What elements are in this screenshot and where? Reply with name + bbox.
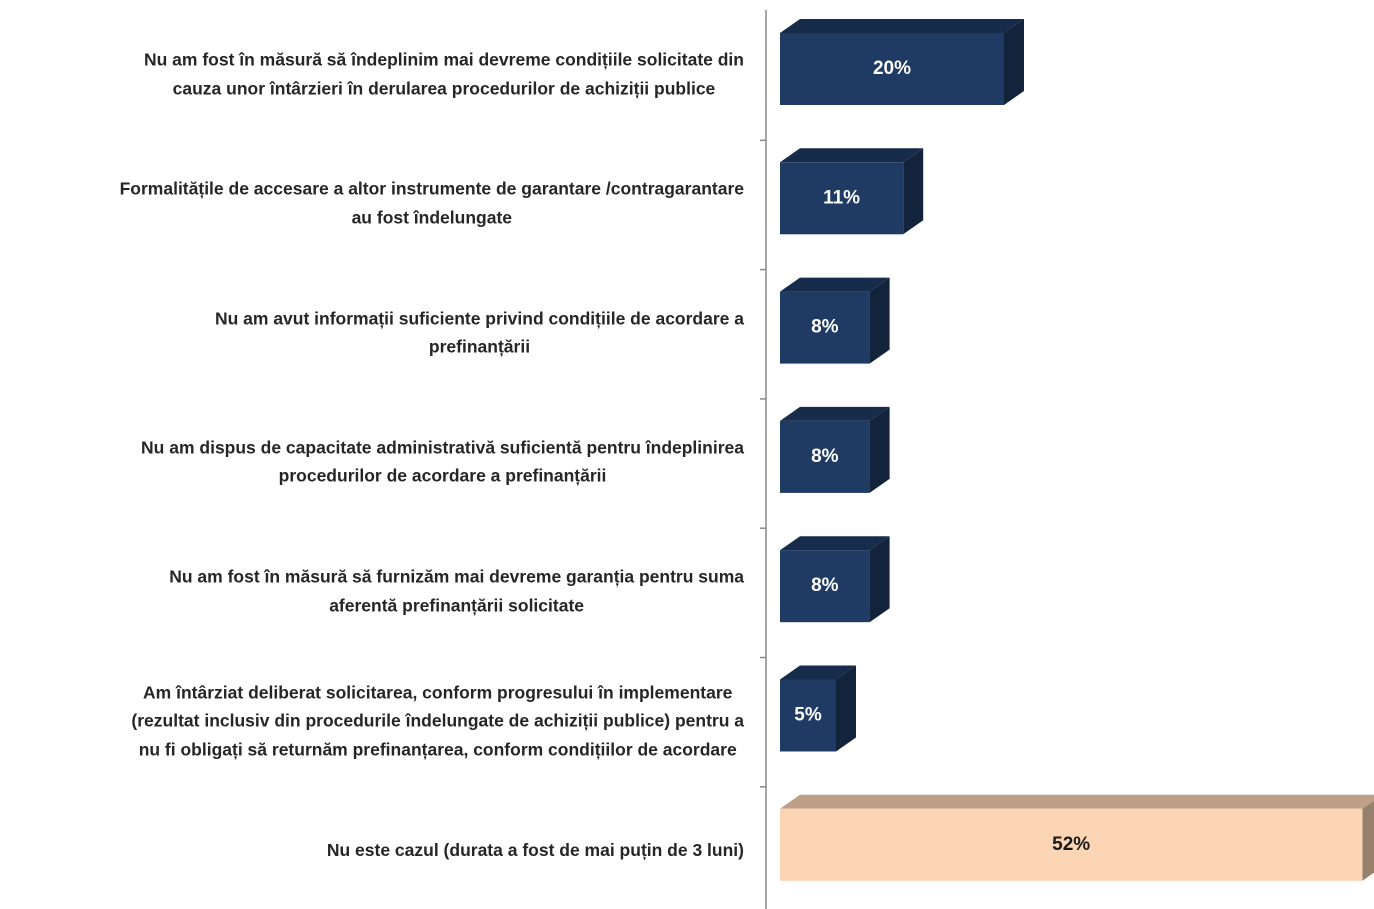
bar-side xyxy=(869,277,890,364)
value-label: 8% xyxy=(811,575,839,596)
value-label: 52% xyxy=(1052,834,1090,855)
bar-top xyxy=(780,148,924,163)
value-label: 8% xyxy=(811,317,839,338)
category-label-line: Nu am fost în măsură să furnizăm mai dev… xyxy=(169,566,744,587)
category-label-line: prefinanțării xyxy=(428,336,531,357)
category-label-line: au fost îndelungate xyxy=(351,207,513,228)
category-label-line: procedurilor de acordare a prefinanțării xyxy=(278,465,607,486)
bar xyxy=(780,33,1004,105)
category-label: Nu am fost în măsură să furnizăm mai dev… xyxy=(169,563,744,620)
category-label-line: aferentă prefinanțării solicitate xyxy=(329,595,585,616)
category-label-line: Nu am avut informații suficiente privind… xyxy=(214,308,744,329)
category-label-line: Nu am dispus de capacitate administrativ… xyxy=(141,437,744,458)
category-label-line: Nu este cazul (durata a fost de mai puți… xyxy=(326,839,744,860)
category-label: Nu am avut informații suficiente privind… xyxy=(215,304,744,361)
bar-top xyxy=(780,665,856,680)
bar-side xyxy=(836,665,856,752)
bar xyxy=(780,162,904,235)
category-label: Nu am dispus de capacitate administrativ… xyxy=(141,433,744,490)
bar xyxy=(780,420,870,493)
bar-top xyxy=(780,406,890,421)
bar-side xyxy=(1362,800,1374,881)
value-label: 5% xyxy=(794,705,822,726)
category-label-line: cauza unor întârzieri în derularea proce… xyxy=(172,78,716,98)
bar-top xyxy=(780,536,890,551)
category-label: Am întârziat deliberat solicitarea, conf… xyxy=(131,678,744,764)
category-label: Nu am fost în măsură să îndeplinim mai d… xyxy=(144,46,744,103)
bar-top xyxy=(780,277,890,292)
bar-top xyxy=(780,794,1374,809)
bar xyxy=(780,550,870,623)
category-label-line: nu fi obligați să returnăm prefinanțarea… xyxy=(138,738,737,759)
bar xyxy=(780,291,870,364)
bar-top xyxy=(780,19,1024,33)
category-label: Nu este cazul (durata a fost de mai puți… xyxy=(327,836,744,865)
bar-side xyxy=(903,148,924,235)
category-label: Formalitățile de accesare a altor instru… xyxy=(120,175,744,232)
bar-side xyxy=(1004,19,1024,105)
value-label: 11% xyxy=(823,187,860,208)
bar xyxy=(780,679,836,752)
category-label-line: Formalitățile de accesare a altor instru… xyxy=(119,178,744,199)
value-label: 8% xyxy=(811,446,839,467)
category-label-line: Am întârziat deliberat solicitarea, conf… xyxy=(143,681,733,702)
bar xyxy=(780,808,1363,881)
category-label-line: Nu am fost în măsură să îndeplinim mai d… xyxy=(143,49,744,70)
bar-side xyxy=(869,406,890,493)
value-label: 20% xyxy=(873,58,911,79)
category-label-line: (rezultat inclusiv din procedurile îndel… xyxy=(131,710,744,731)
bar-side xyxy=(869,536,890,623)
